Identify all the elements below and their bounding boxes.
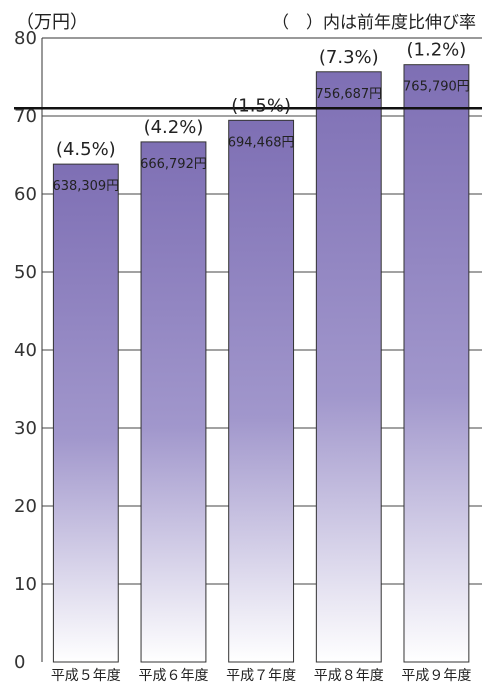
bar [140, 141, 207, 663]
value-label: 756,687円 [315, 87, 382, 102]
category-label: 平成６年度 [138, 668, 208, 684]
value-label: 638,309円 [52, 179, 119, 194]
bars [52, 64, 470, 663]
growth-rate-label: (1.5%) [231, 95, 291, 116]
value-label: 765,790円 [403, 80, 470, 95]
category-label: 平成８年度 [314, 668, 384, 684]
y-tick-label: 0 [14, 652, 25, 673]
growth-rate-label: (1.2%) [407, 40, 467, 61]
value-label: 694,468円 [228, 135, 295, 150]
category-label: 平成７年度 [226, 668, 296, 684]
growth-rate-label: (4.5%) [56, 139, 116, 160]
growth-rate-label: (4.2%) [144, 117, 204, 138]
y-tick-label: 80 [14, 28, 37, 49]
growth-rate-note: （ ）内は前年度比伸び率 [272, 13, 476, 33]
y-tick-label: 40 [14, 340, 37, 361]
y-tick-label: 30 [14, 418, 37, 439]
y-tick-label: 70 [14, 106, 37, 127]
y-axis-unit-label: （万円） [16, 12, 88, 33]
bar [228, 119, 295, 663]
bar [403, 64, 470, 663]
value-label: 666,792円 [140, 157, 207, 172]
y-tick-label: 50 [14, 262, 37, 283]
growth-rate-label: (7.3%) [319, 47, 379, 68]
y-tick-label: 10 [14, 574, 37, 595]
bar [315, 71, 382, 663]
category-label: 平成９年度 [401, 668, 471, 684]
y-tick-label: 60 [14, 184, 37, 205]
category-label: 平成５年度 [51, 668, 121, 684]
bar [52, 163, 119, 663]
y-tick-label: 20 [14, 496, 37, 517]
